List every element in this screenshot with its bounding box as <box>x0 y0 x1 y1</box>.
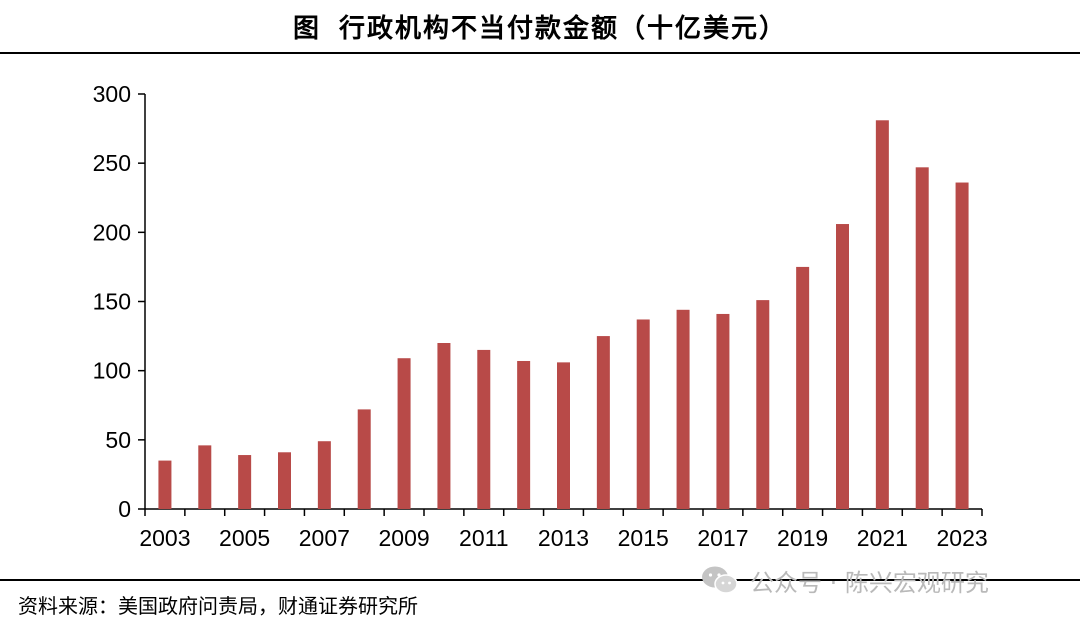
bar-2015 <box>636 319 650 509</box>
watermark-text: 公众号 · 陈兴宏观研究 <box>750 568 989 597</box>
bar-2018 <box>756 300 770 509</box>
x-tick-label: 2011 <box>459 525 508 551</box>
bar-chart: 0 50 100 150 200 250 300 2003 2005 2007 2009 2011 20… <box>93 81 988 551</box>
bar-2014 <box>596 336 610 509</box>
y-tick-label: 300 <box>93 81 131 107</box>
chart-title: 行政机构不当付款金额（十亿美元） <box>339 13 788 44</box>
bar-2011 <box>477 349 491 509</box>
y-tick-label: 200 <box>93 219 131 245</box>
bar-2021 <box>875 120 889 510</box>
bar-2016 <box>676 309 690 509</box>
y-tick-label: 0 <box>118 496 131 522</box>
chart-title-bar: 图 行政机构不当付款金额（十亿美元） <box>0 0 1080 54</box>
bar-2009 <box>397 358 411 509</box>
x-tick-label: 2007 <box>299 525 350 551</box>
bar-2022 <box>915 167 929 510</box>
footer-divider <box>0 579 1080 581</box>
wechat-icon <box>702 566 738 594</box>
bar-2020 <box>836 224 849 510</box>
bar-2019 <box>796 266 810 509</box>
x-tick-label: 2005 <box>219 525 270 551</box>
x-tick-label: 2013 <box>538 525 589 551</box>
x-tick-label: 2021 <box>857 525 908 551</box>
watermark: 公众号 · 陈兴宏观研究 <box>700 560 989 600</box>
bar-2013 <box>557 362 570 509</box>
x-tick-label: 2003 <box>139 525 190 551</box>
x-tick-label: 2017 <box>697 525 748 551</box>
x-tick-label: 2009 <box>378 525 429 551</box>
source-note: 资料来源：美国政府问责局，财通证券研究所 <box>18 594 418 618</box>
bar-2004 <box>198 445 212 509</box>
bar-2023 <box>955 182 969 510</box>
figure-label: 图 <box>292 13 321 44</box>
bar-2017 <box>716 313 730 509</box>
x-tick-label: 2023 <box>936 525 987 551</box>
bar-2012 <box>517 360 531 509</box>
bar-2007 <box>317 441 331 509</box>
y-tick-label: 150 <box>93 289 131 315</box>
bar-2010 <box>437 343 451 509</box>
y-tick-label: 250 <box>93 150 131 176</box>
bar-2006 <box>278 452 291 509</box>
x-tick-label: 2015 <box>618 525 669 551</box>
y-tick-label: 100 <box>93 358 131 384</box>
y-tick-label: 50 <box>105 427 131 453</box>
bar-2008 <box>357 409 371 509</box>
bar-2005 <box>238 455 252 509</box>
x-tick-label: 2019 <box>777 525 828 551</box>
bar-2003 <box>158 460 172 509</box>
